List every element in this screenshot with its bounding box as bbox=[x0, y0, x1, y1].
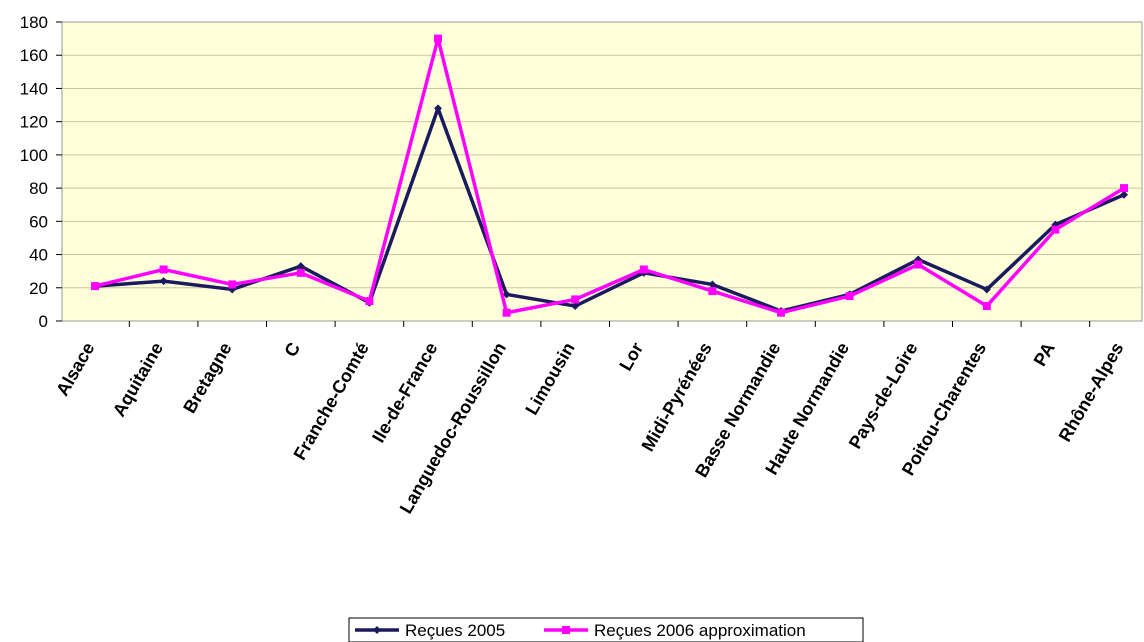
data-point bbox=[708, 280, 717, 289]
data-point bbox=[502, 308, 511, 317]
data-point bbox=[91, 282, 99, 291]
x-category-label: Ile-de-France bbox=[368, 339, 441, 446]
data-point bbox=[228, 280, 237, 289]
legend: Reçues 2005 Reçues 2006 approximation bbox=[348, 617, 864, 642]
plot-area bbox=[61, 21, 1143, 322]
legend-item: Reçues 2006 approximation bbox=[544, 621, 806, 640]
y-tick-label: 40 bbox=[29, 246, 48, 265]
x-category-label: Franche-Comté bbox=[290, 339, 373, 463]
y-tick-label: 140 bbox=[20, 79, 48, 98]
x-category-label: Alsace bbox=[52, 339, 98, 399]
data-point bbox=[708, 287, 717, 296]
data-point bbox=[982, 285, 991, 294]
gridlines bbox=[62, 54, 1142, 289]
x-category-label: Lor bbox=[615, 339, 647, 374]
data-point bbox=[914, 260, 923, 269]
x-category-label: Bretagne bbox=[179, 339, 235, 417]
series-layer bbox=[91, 34, 1128, 317]
x-category-label: Pays-de-Loire bbox=[845, 339, 922, 452]
data-point bbox=[982, 302, 991, 311]
y-tick-label: 20 bbox=[29, 279, 48, 298]
legend-swatch-marker bbox=[562, 626, 570, 634]
legend-label: Reçues 2006 approximation bbox=[594, 621, 806, 640]
data-point bbox=[296, 268, 305, 277]
legend-item: Reçues 2005 bbox=[355, 621, 505, 640]
data-point bbox=[1120, 184, 1128, 193]
y-tick-label: 60 bbox=[29, 212, 48, 231]
x-axis-ticks: Alsace Aquitaine Bretagne CFranche-ComtéIle… bbox=[52, 321, 1128, 517]
data-point bbox=[777, 308, 785, 317]
x-category-label: Midi-Pyrénées bbox=[638, 339, 716, 455]
data-point bbox=[571, 295, 580, 304]
y-tick-label: 180 bbox=[20, 13, 48, 32]
data-point bbox=[845, 292, 854, 301]
data-point bbox=[1120, 190, 1128, 199]
data-point bbox=[159, 277, 168, 286]
y-tick-label: 80 bbox=[29, 179, 48, 198]
series-line bbox=[94, 36, 1125, 315]
y-tick-label: 160 bbox=[20, 46, 48, 65]
x-category-label: C bbox=[280, 339, 304, 360]
data-point bbox=[502, 290, 511, 299]
data-point bbox=[571, 302, 580, 311]
x-category-label: Aquitaine bbox=[109, 339, 167, 420]
y-tick-label: 120 bbox=[20, 113, 48, 132]
data-point bbox=[639, 265, 648, 274]
data-point bbox=[434, 104, 442, 113]
legend-label: Reçues 2005 bbox=[405, 621, 505, 640]
x-category-label: Limousin bbox=[521, 339, 578, 418]
data-point bbox=[159, 265, 168, 274]
legend-swatch-marker bbox=[373, 626, 381, 634]
y-tick-label: 100 bbox=[20, 146, 48, 165]
data-point bbox=[434, 34, 442, 43]
data-point bbox=[365, 297, 374, 306]
data-point bbox=[1051, 225, 1060, 234]
y-tick-label: 0 bbox=[39, 312, 48, 331]
series-2 bbox=[91, 34, 1128, 317]
legend-box bbox=[348, 617, 864, 642]
data-point bbox=[296, 262, 305, 271]
x-category-label: Rhône-Alpes bbox=[1055, 339, 1128, 445]
y-axis-ticks: 0 20 40 60 80 100 120 140 160 180 bbox=[20, 13, 62, 331]
x-category-label: PA bbox=[1030, 339, 1059, 370]
